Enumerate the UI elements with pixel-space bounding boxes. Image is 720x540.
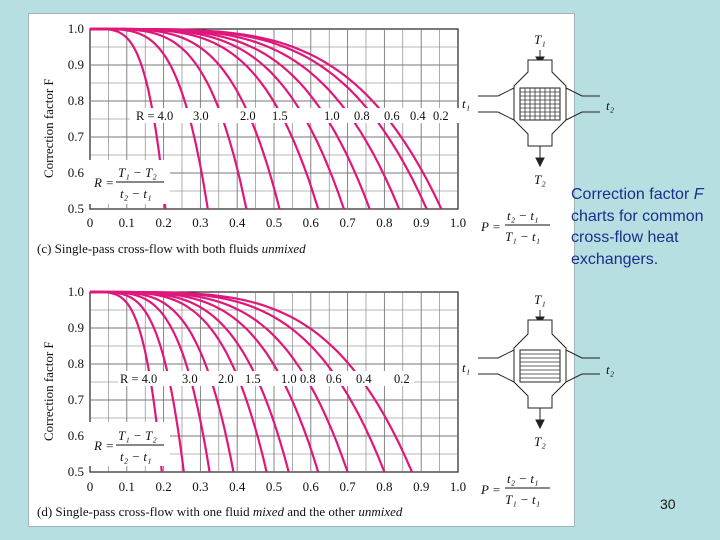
schematic-c-cold-in-label: t₁ — [462, 96, 470, 111]
chart-c-series-label: 1.5 — [272, 109, 288, 123]
y-tick-label: 0.9 — [68, 57, 84, 72]
x-tick-label: 0.8 — [376, 215, 392, 230]
x-tick-label: 0.1 — [119, 479, 135, 494]
chart-d-series-label: 0.2 — [394, 372, 410, 386]
chart-d: 0 0.1 0.2 0.3 0.4 0.5 0.6 0.7 0.8 0.9 1.0 1.0 0.9 0.… — [37, 284, 615, 519]
y-tick-label: 1.0 — [68, 284, 84, 299]
chart-d-title: (d) Single-pass cross-flow with one flui… — [37, 504, 403, 519]
chart-d-y-ticks: 1.0 0.9 0.8 0.7 0.6 0.5 — [68, 284, 85, 479]
chart-d-r-formula-box — [88, 422, 170, 466]
chart-c-series-label: 2.0 — [240, 109, 256, 123]
chart-d-series-label: 0.4 — [356, 372, 372, 386]
x-tick-label: 0.1 — [119, 215, 135, 230]
x-tick-label: 0.3 — [192, 215, 208, 230]
chart-d-r-lhs: R = — [93, 438, 114, 453]
schematic-c-cold-out-label: t₂ — [606, 98, 615, 113]
schematic-c-hot-in-label: T₁ — [534, 32, 546, 47]
x-tick-label: 0.6 — [303, 479, 320, 494]
chart-c-series-label: 1.0 — [324, 109, 340, 123]
schematic-d-hot-in-label: T₁ — [534, 292, 546, 307]
y-tick-label: 1.0 — [68, 21, 84, 36]
chart-d-p-lhs: P = — [480, 482, 501, 497]
y-tick-label: 0.9 — [68, 320, 84, 335]
chart-d-label-band — [118, 371, 414, 386]
x-tick-label: 0.4 — [229, 479, 246, 494]
y-tick-label: 0.6 — [68, 428, 85, 443]
y-tick-label: 0.8 — [68, 93, 84, 108]
chart-c-y-ticks: 1.0 0.9 0.8 0.7 0.6 0.5 — [68, 21, 85, 216]
x-tick-label: 1.0 — [450, 215, 466, 230]
chart-d-p-num: t₂ − t₁ — [507, 471, 539, 486]
chart-c-series-label: R = 4.0 — [136, 109, 173, 123]
chart-c-p-num: t₂ − t₁ — [507, 208, 539, 223]
y-tick-label: 0.5 — [68, 201, 84, 216]
x-tick-label: 0 — [87, 215, 94, 230]
chart-c-series-label: 0.4 — [410, 109, 426, 123]
schematic-d-cold-in-label: t₁ — [462, 360, 470, 375]
chart-d-r-den: t₂ − t₁ — [120, 449, 152, 464]
chart-d-series-label: 1.0 — [281, 372, 297, 386]
x-tick-label: 0.8 — [376, 479, 392, 494]
chart-d-r-num: T₁ − T₂ — [118, 428, 157, 443]
y-tick-label: 0.7 — [68, 392, 85, 407]
chart-d-series-label: 0.8 — [300, 372, 316, 386]
chart-c-x-ticks: 0 0.1 0.2 0.3 0.4 0.5 0.6 0.7 0.8 0.9 1.0 — [87, 215, 466, 230]
schematic-d-hot-out-label: T₂ — [534, 434, 546, 449]
chart-d-series-label: 0.6 — [326, 372, 342, 386]
schematic-d — [478, 310, 600, 430]
chart-c-series-label: 0.6 — [384, 109, 400, 123]
chart-c-r-lhs: R = — [93, 175, 114, 190]
chart-c-r-den: t₂ − t₁ — [120, 186, 152, 201]
chart-d-p-den: T₁ − t₁ — [505, 492, 540, 507]
chart-d-series-label: 3.0 — [182, 372, 198, 386]
x-tick-label: 0.5 — [266, 479, 282, 494]
x-tick-label: 0.9 — [413, 479, 429, 494]
chart-c-p-lhs: P = — [480, 219, 501, 234]
chart-d-series-label: 2.0 — [218, 372, 234, 386]
y-tick-label: 0.7 — [68, 129, 85, 144]
chart-c-title: (c) Single-pass cross-flow with both flu… — [37, 241, 306, 256]
x-tick-label: 0.4 — [229, 215, 246, 230]
chart-c-p-den: T₁ − t₁ — [505, 229, 540, 244]
x-tick-label: 0.7 — [339, 479, 356, 494]
chart-c-series-label: 0.8 — [354, 109, 370, 123]
chart-d-series-label: 1.5 — [245, 372, 261, 386]
y-tick-label: 0.5 — [68, 464, 84, 479]
schematic-c-hot-out-label: T₂ — [534, 172, 546, 187]
x-tick-label: 0.2 — [155, 479, 171, 494]
x-tick-label: 0.2 — [155, 215, 171, 230]
x-tick-label: 1.0 — [450, 479, 466, 494]
chart-c-series-label: 0.2 — [433, 109, 449, 123]
chart-c: 0 0.1 0.2 0.3 0.4 0.5 0.6 0.7 0.8 0.9 1.0 1.0 0.9 0.… — [37, 21, 615, 256]
schematic-c — [478, 50, 600, 168]
y-tick-label: 0.8 — [68, 356, 84, 371]
chart-d-y-axis-label: Correction factor F — [41, 341, 56, 441]
chart-c-r-num: T₁ − T₂ — [118, 165, 157, 180]
chart-d-x-ticks: 0 0.1 0.2 0.3 0.4 0.5 0.6 0.7 0.8 0.9 1.0 — [87, 479, 466, 494]
page-number: 30 — [660, 496, 676, 512]
x-tick-label: 0.7 — [339, 215, 356, 230]
chart-c-y-axis-label: Correction factor F — [41, 78, 56, 178]
chart-c-series-label: 3.0 — [193, 109, 209, 123]
schematic-d-cold-out-label: t₂ — [606, 362, 615, 377]
x-tick-label: 0.9 — [413, 215, 429, 230]
slide-caption: Correction factor F charts for common cr… — [571, 186, 704, 268]
x-tick-label: 0.3 — [192, 479, 208, 494]
x-tick-label: 0.5 — [266, 215, 282, 230]
chart-d-series-label: R = 4.0 — [120, 372, 157, 386]
x-tick-label: 0 — [87, 479, 94, 494]
x-tick-label: 0.6 — [303, 215, 320, 230]
y-tick-label: 0.6 — [68, 165, 85, 180]
chart-c-label-band — [130, 108, 460, 123]
